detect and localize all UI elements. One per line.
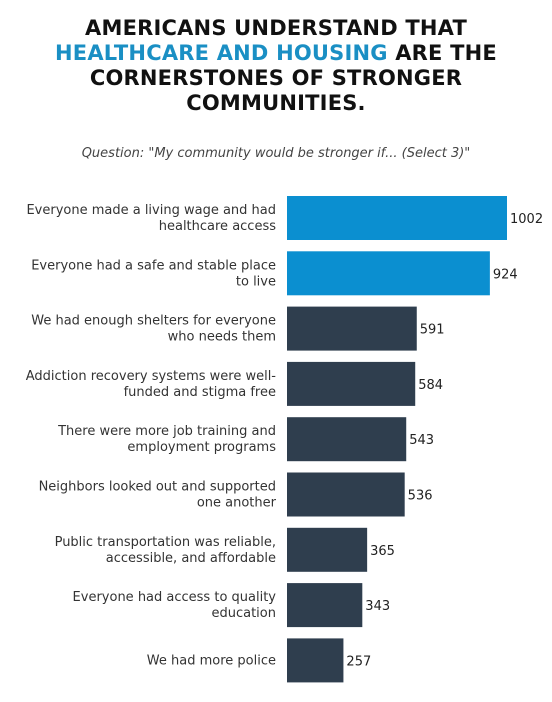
bar bbox=[287, 583, 363, 628]
bar-value-label: 257 bbox=[346, 654, 371, 669]
category-label: one another bbox=[197, 496, 277, 511]
title-highlight: HEALTHCARE AND HOUSING bbox=[55, 41, 388, 65]
bar-value-label: 365 bbox=[370, 544, 395, 559]
title-line-3: CORNERSTONES OF STRONGER bbox=[89, 66, 463, 90]
bar bbox=[287, 251, 490, 296]
title-line-2-rest: ARE THE bbox=[387, 41, 497, 65]
bar-value-label: 924 bbox=[493, 267, 518, 282]
bar-value-label: 584 bbox=[418, 378, 443, 393]
title-line-1: AMERICANS UNDERSTAND THAT bbox=[85, 16, 467, 40]
bar bbox=[287, 417, 407, 462]
category-label: We had more police bbox=[147, 653, 276, 668]
category-label: education bbox=[211, 606, 276, 621]
bar bbox=[287, 306, 417, 351]
title-line-4: COMMUNITIES. bbox=[186, 91, 366, 115]
category-label: Everyone made a living wage and had bbox=[26, 203, 276, 218]
bar-value-label: 343 bbox=[365, 599, 390, 614]
bar-value-label: 536 bbox=[408, 489, 433, 504]
category-label: who needs them bbox=[168, 330, 276, 345]
category-label: to live bbox=[236, 274, 276, 289]
bar bbox=[287, 638, 344, 683]
bar-value-label: 591 bbox=[420, 323, 445, 338]
title-line-2: HEALTHCARE AND HOUSING ARE THE bbox=[0, 41, 552, 66]
category-label: healthcare access bbox=[159, 219, 276, 234]
bar bbox=[287, 196, 507, 240]
category-label: There were more job training and bbox=[57, 424, 276, 439]
category-label: funded and stigma free bbox=[124, 385, 276, 400]
bar bbox=[287, 361, 416, 406]
category-label: Neighbors looked out and supported bbox=[39, 480, 276, 495]
bar bbox=[287, 472, 405, 517]
category-label: Public transportation was reliable, bbox=[55, 535, 276, 550]
category-label: accessible, and affordable bbox=[106, 551, 276, 566]
category-label: We had enough shelters for everyone bbox=[31, 314, 276, 329]
category-label: employment programs bbox=[127, 440, 276, 455]
category-label: Everyone had access to quality bbox=[73, 590, 277, 605]
chart-title: AMERICANS UNDERSTAND THAT HEALTHCARE AND… bbox=[0, 16, 552, 116]
category-label: Everyone had a safe and stable place bbox=[31, 258, 276, 273]
bar-value-label: 543 bbox=[409, 433, 434, 448]
chart-subtitle: Question: "My community would be stronge… bbox=[81, 146, 471, 161]
bar-value-label: 1002 bbox=[510, 212, 543, 227]
bar bbox=[287, 527, 368, 572]
category-label: Addiction recovery systems were well- bbox=[26, 369, 277, 384]
